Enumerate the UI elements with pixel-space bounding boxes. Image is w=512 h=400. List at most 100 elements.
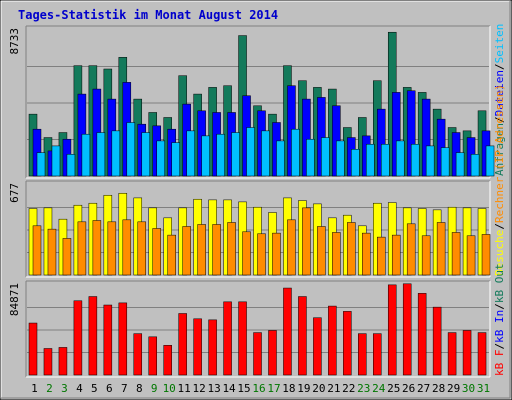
bar-seiten-day-16 [261, 130, 270, 177]
bar-seiten-day-21 [336, 140, 345, 177]
x-tick-label: 24 [372, 382, 386, 395]
bar-seiten-day-19 [306, 138, 315, 177]
legend-entry: / [493, 223, 506, 230]
x-tick-label: 14 [222, 382, 236, 395]
bar-seiten-day-5 [96, 132, 106, 177]
panel-kbytes: 84871 [8, 280, 491, 378]
bar-kb-f-day-5 [88, 296, 98, 376]
bar-rechner-day-20 [317, 226, 326, 276]
bar-kb-f-day-15 [238, 301, 247, 376]
x-tick-label: 21 [327, 382, 340, 395]
bar-kb-f-day-24 [373, 333, 382, 376]
bar-seiten-day-1 [36, 152, 46, 177]
bar-rechner-day-13 [212, 224, 221, 276]
legend-entry: Rechner (IP-Adressen) [493, 84, 506, 223]
bar-seiten-day-22 [351, 149, 360, 177]
legend-entry: Seiten [493, 24, 506, 64]
bar-rechner-day-9 [152, 228, 161, 276]
bar-seiten-day-3 [66, 154, 76, 177]
x-tick-label: 28 [432, 382, 445, 395]
x-tick-label: 25 [387, 382, 400, 395]
legend-entry: Dateien [493, 70, 506, 116]
bar-kb-f-day-1 [28, 322, 38, 376]
bar-kb-f-day-16 [253, 332, 262, 376]
legend-entry: kB F [493, 350, 506, 377]
y-max-label: 677 [8, 183, 21, 203]
bar-kb-f-day-6 [103, 304, 113, 376]
legend-entry: / [493, 303, 506, 310]
x-tick-label: 5 [91, 382, 98, 395]
bar-seiten-day-24 [381, 143, 390, 177]
chart-title: Tages-Statistik im Monat August 2014 [18, 8, 278, 22]
bar-kb-f-day-18 [283, 287, 292, 376]
bar-rechner-day-30 [466, 235, 476, 276]
bar-seiten-day-26 [410, 143, 420, 177]
bar-kb-f-day-17 [268, 330, 277, 376]
bar-kb-f-day-10 [163, 345, 172, 376]
bar-seiten-day-7 [126, 122, 136, 177]
x-tick-label: 13 [207, 382, 220, 395]
x-tick-label: 31 [477, 382, 490, 395]
bar-rechner-day-14 [227, 222, 236, 276]
x-tick-label: 19 [297, 382, 310, 395]
bar-kb-f-day-13 [208, 319, 217, 376]
bar-rechner-day-5 [92, 220, 102, 276]
bar-kb-f-day-22 [343, 311, 352, 376]
legend-entry: / [493, 343, 506, 350]
bar-kb-f-day-19 [298, 296, 307, 376]
bar-seiten-day-10 [171, 142, 180, 177]
x-tick-label: 16 [252, 382, 265, 395]
bar-kb-f-day-12 [193, 318, 202, 376]
bar-seiten-day-17 [276, 140, 285, 177]
bar-seiten-day-11 [186, 130, 195, 177]
x-tick-label: 22 [342, 382, 355, 395]
x-tick-label: 9 [151, 382, 158, 395]
bar-rechner-day-19 [302, 207, 311, 276]
legend-middle: Besuche/Rechner (IP-Adressen) [493, 84, 506, 276]
x-tick-label: 8 [136, 382, 143, 395]
bar-rechner-day-4 [77, 221, 87, 276]
legend-entry: Besuche [493, 230, 506, 276]
legend-entry: Anfragen [493, 123, 506, 176]
bar-seiten-day-30 [470, 154, 480, 177]
bar-kb-f-day-20 [313, 317, 322, 376]
bar-seiten-day-15 [246, 127, 255, 177]
bar-seiten-day-18 [291, 128, 300, 177]
bar-seiten-day-2 [51, 145, 61, 177]
bar-seiten-day-13 [216, 133, 225, 177]
x-tick-label: 1 [31, 382, 38, 395]
x-tick-label: 17 [267, 382, 280, 395]
bar-kb-f-day-11 [178, 313, 187, 376]
bar-rechner-day-25 [391, 234, 401, 276]
x-tick-label: 7 [121, 382, 128, 395]
bar-rechner-day-21 [332, 232, 341, 276]
bar-kb-f-day-3 [58, 347, 68, 376]
bar-rechner-day-10 [167, 234, 176, 276]
bar-seiten-day-6 [111, 130, 121, 177]
x-tick-label: 29 [447, 382, 460, 395]
bar-seiten-day-12 [201, 135, 210, 177]
bar-kb-f-day-4 [73, 300, 83, 376]
legend-top: Anfragen/Dateien/Seiten [493, 24, 506, 176]
x-tick-label: 12 [193, 382, 206, 395]
x-tick-label: 10 [163, 382, 176, 395]
bar-seiten-day-23 [366, 143, 375, 177]
bar-rechner-day-23 [362, 232, 371, 276]
bar-kb-f-day-7 [118, 302, 128, 376]
x-tick-label: 30 [462, 382, 475, 395]
bar-kb-f-day-28 [432, 306, 442, 376]
x-tick-label: 27 [417, 382, 430, 395]
bar-kb-f-day-27 [417, 293, 427, 376]
x-tick-label: 26 [402, 382, 415, 395]
x-tick-label: 2 [46, 382, 53, 395]
bar-kb-f-day-21 [328, 305, 337, 376]
bar-rechner-day-11 [182, 226, 191, 276]
bar-rechner-day-26 [406, 223, 416, 276]
bar-seiten-day-9 [156, 140, 165, 177]
bar-rechner-day-17 [272, 232, 281, 276]
legend-entry: kB Out [493, 263, 506, 303]
bar-seiten-day-14 [231, 132, 240, 177]
bar-rechner-day-1 [32, 225, 42, 276]
